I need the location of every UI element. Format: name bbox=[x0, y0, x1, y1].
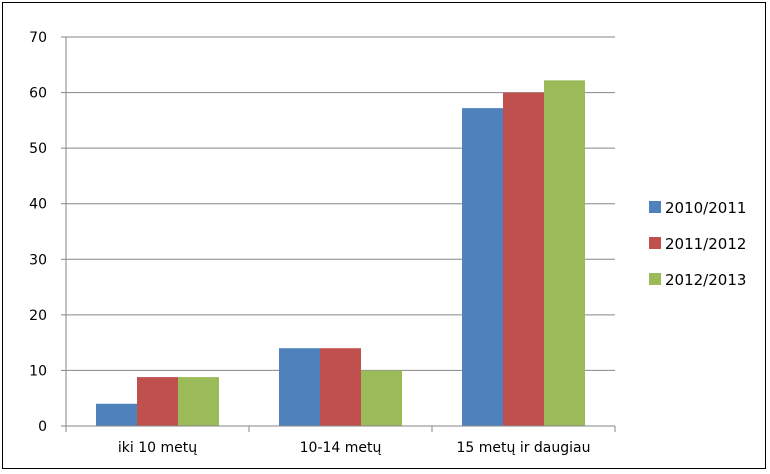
legend-swatch bbox=[649, 237, 661, 249]
y-tick-label: 10 bbox=[29, 363, 47, 379]
y-tick-label: 20 bbox=[29, 308, 47, 324]
y-tick-label: 60 bbox=[29, 86, 47, 102]
bars bbox=[96, 80, 585, 427]
x-category-label: 15 metų ir daugiau bbox=[457, 440, 591, 456]
y-axis-ticks: 0 10 20 30 40 50 60 70 bbox=[29, 30, 66, 435]
bar-2012-2013-cat-3 bbox=[544, 80, 585, 427]
bar-2011-2012-cat-1 bbox=[137, 377, 178, 426]
y-tick-label: 30 bbox=[29, 252, 47, 268]
x-category-label: iki 10 metų bbox=[118, 440, 197, 456]
legend-swatch bbox=[649, 273, 661, 285]
legend-label: 2012/2013 bbox=[665, 271, 746, 289]
bar-2011-2012-cat-2 bbox=[320, 348, 361, 426]
y-tick-label: 40 bbox=[29, 197, 47, 213]
gridlines bbox=[66, 36, 615, 371]
x-category-label: 10-14 metų bbox=[300, 440, 382, 456]
bar-2010-2011-cat-2 bbox=[279, 348, 320, 426]
bar-2012-2013-cat-2 bbox=[361, 370, 402, 426]
bar-2012-2013-cat-1 bbox=[178, 377, 219, 426]
y-tick-label: 70 bbox=[29, 30, 47, 46]
legend-label: 2011/2012 bbox=[665, 235, 746, 253]
legend-swatch bbox=[649, 201, 661, 213]
chart-frame: 0 10 20 30 40 50 60 70 iki 10 metų 10-14 metų 15 … bbox=[2, 2, 766, 469]
bar-2010-2011-cat-3 bbox=[462, 108, 503, 426]
bar-2010-2011-cat-1 bbox=[96, 403, 137, 426]
bar-2011-2012-cat-3 bbox=[503, 92, 544, 427]
y-tick-label: 50 bbox=[29, 141, 47, 157]
y-tick-label: 0 bbox=[38, 419, 47, 435]
x-axis-labels: iki 10 metų 10-14 metų 15 metų ir daugiau bbox=[118, 440, 591, 456]
legend-label: 2010/2011 bbox=[665, 199, 746, 217]
axes bbox=[65, 37, 616, 432]
legend: 2010/2011 2011/2012 2012/2013 bbox=[649, 199, 746, 289]
bar-chart: 0 10 20 30 40 50 60 70 iki 10 metų 10-14 metų 15 … bbox=[29, 30, 746, 456]
